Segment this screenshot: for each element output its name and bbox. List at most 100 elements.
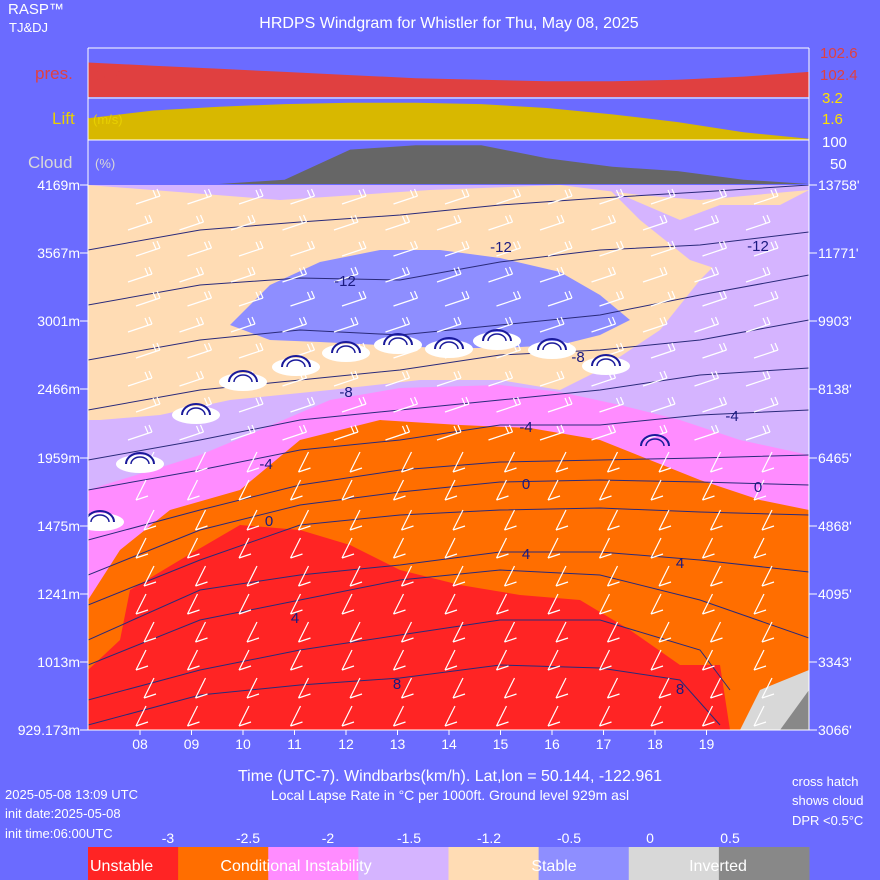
- wind-barb: [238, 537, 252, 559]
- wind-barb: [238, 342, 264, 359]
- cloud-symbol: [272, 355, 320, 376]
- wind-barb: [495, 593, 509, 615]
- wind-barb: [650, 188, 676, 205]
- wind-barb: [230, 214, 256, 231]
- y-tick-label-ft: 3066': [818, 722, 852, 738]
- wind-barb: [392, 537, 406, 559]
- legend-tick-label: 0: [646, 830, 654, 846]
- wind-barb: [709, 677, 723, 699]
- brand-label: RASP™: [8, 1, 64, 18]
- legend-swatch: [448, 847, 540, 880]
- wind-barb: [496, 290, 522, 307]
- wind-barb: [297, 565, 311, 587]
- lift-tick-high: 3.2: [822, 90, 843, 107]
- wind-barb: [127, 214, 153, 231]
- wind-barb: [598, 649, 612, 671]
- legend-swatch: [88, 847, 179, 880]
- wind-barb: [591, 424, 617, 441]
- wind-barb: [539, 424, 565, 441]
- note-shows-cloud: shows cloud: [792, 793, 864, 808]
- wind-barb: [194, 565, 208, 587]
- pressure-unit: (kPa): [95, 66, 126, 81]
- wind-barb: [341, 593, 355, 615]
- wind-barb: [642, 316, 668, 333]
- wind-barb: [135, 593, 149, 615]
- wind-barb: [187, 342, 213, 359]
- cloud-symbol: [425, 337, 473, 358]
- wind-barb: [709, 565, 723, 587]
- wind-barb: [135, 240, 161, 257]
- wind-barb: [333, 214, 359, 231]
- lift-tick-low: 1.6: [822, 111, 843, 128]
- wind-barb: [436, 214, 462, 231]
- contour-label: 4: [522, 546, 530, 563]
- cloud-panel: Cloud (%) 100 50: [28, 134, 847, 184]
- wind-barb: [436, 424, 462, 441]
- wind-barb: [753, 396, 779, 413]
- wind-barb: [452, 509, 466, 531]
- lapse-band-stable: [230, 250, 630, 348]
- y-tick-label-ft: 9903': [818, 313, 852, 329]
- wind-barb: [349, 677, 363, 699]
- cloud-symbol: [88, 510, 124, 531]
- wind-barb: [650, 705, 664, 727]
- wind-barb: [496, 188, 522, 205]
- wind-barb: [127, 316, 153, 333]
- wind-barb: [282, 214, 308, 231]
- wind-barb: [761, 565, 775, 587]
- wind-barb: [238, 649, 252, 671]
- note-dpr: DPR <0.5°C: [792, 813, 863, 828]
- contour-label: -4: [259, 456, 272, 473]
- brand-sub-label: TJ&DJ: [9, 20, 48, 35]
- wind-barb: [642, 214, 668, 231]
- wind-barb: [702, 188, 728, 205]
- wind-barb: [488, 214, 514, 231]
- legend-category-label: Stable: [531, 858, 576, 875]
- wind-barb: [495, 649, 509, 671]
- cloud-tick-low: 50: [830, 156, 847, 173]
- wind-barb: [392, 705, 406, 727]
- wind-barb: [650, 240, 676, 257]
- wind-barb: [282, 316, 308, 333]
- wind-barb: [503, 677, 517, 699]
- wind-barb: [753, 479, 767, 501]
- wind-barb: [650, 479, 664, 501]
- cloud-symbol: [473, 329, 521, 350]
- wind-barb: [297, 509, 311, 531]
- wind-barb: [488, 266, 514, 283]
- wind-barb: [297, 451, 311, 473]
- y-tick-label-m: 3567m: [37, 245, 80, 261]
- lapse-band-slight: [610, 190, 809, 270]
- wind-barb: [658, 621, 672, 643]
- wind-barb: [349, 621, 363, 643]
- legend-swatch: [628, 847, 720, 880]
- wind-barb: [393, 240, 419, 257]
- wind-barb: [650, 290, 676, 307]
- wind-barb: [194, 509, 208, 531]
- legend-swatch: [538, 847, 630, 880]
- wind-barb: [598, 537, 612, 559]
- wind-barb: [333, 316, 359, 333]
- cloud-symbol: [116, 452, 164, 473]
- wind-barb: [194, 677, 208, 699]
- wind-barb: [745, 370, 771, 387]
- wind-barb: [393, 188, 419, 205]
- wind-barb: [555, 677, 569, 699]
- legend-tick-label: -2.5: [236, 830, 260, 846]
- wind-barb: [547, 290, 573, 307]
- wind-barb: [694, 266, 720, 283]
- wind-barb: [694, 370, 720, 387]
- wind-barb: [702, 342, 728, 359]
- wind-barb: [385, 316, 411, 333]
- x-tick-label: 08: [132, 736, 148, 752]
- wind-barb: [143, 677, 157, 699]
- wind-barb: [547, 649, 561, 671]
- x-tick-label: 19: [699, 736, 715, 752]
- wind-barb: [547, 479, 561, 501]
- wind-barb: [246, 509, 260, 531]
- wind-barb: [753, 240, 779, 257]
- temperature-contours: [88, 185, 809, 726]
- cloud-area: [88, 145, 809, 184]
- wind-barb: [694, 214, 720, 231]
